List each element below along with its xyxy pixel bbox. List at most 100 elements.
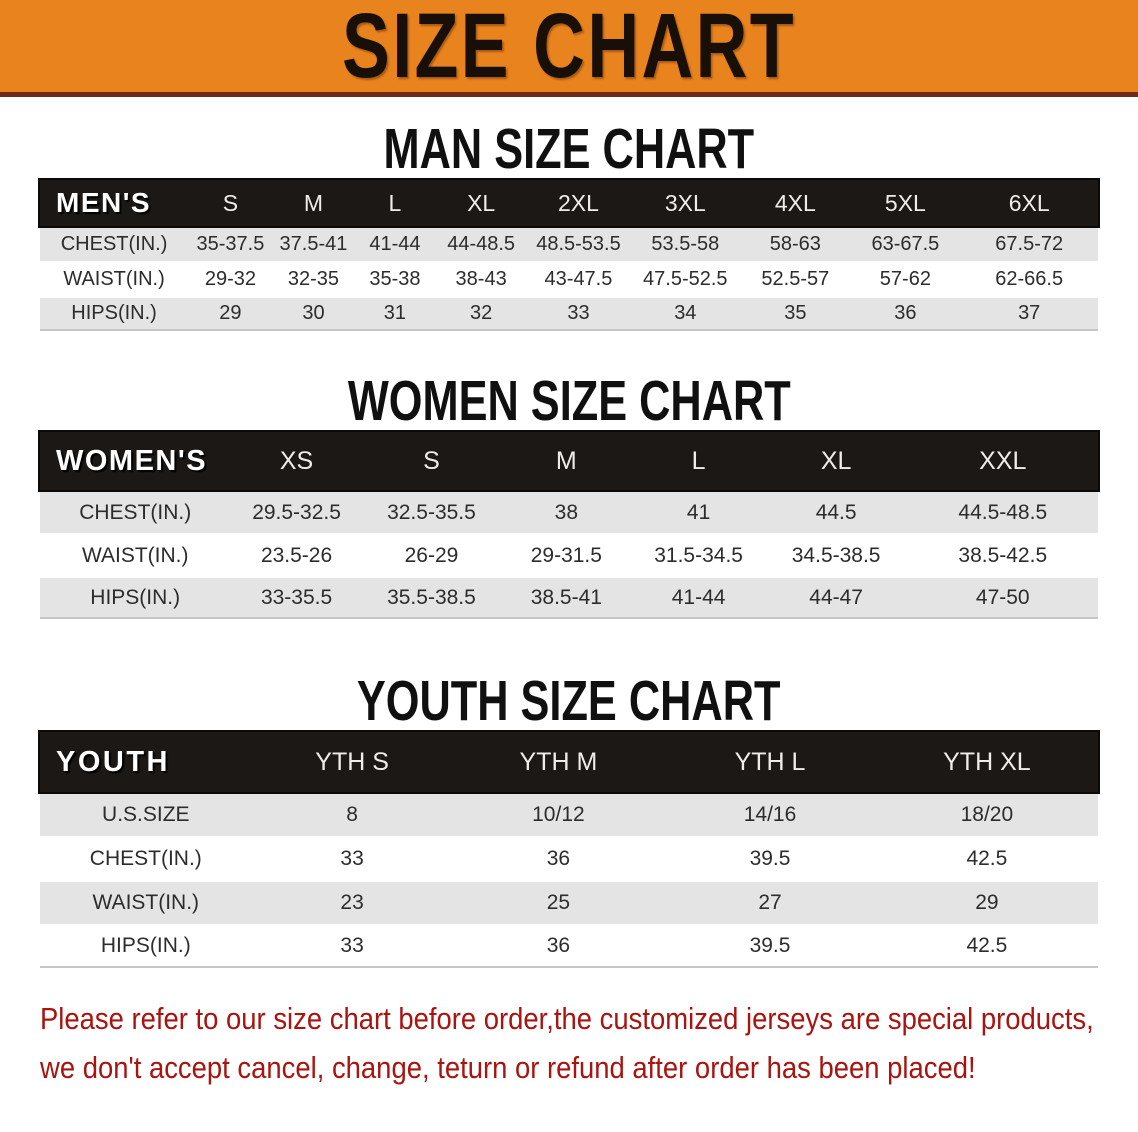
size-column-header: 5XL	[884, 189, 926, 216]
youth-section-title: YOUTH SIZE CHART	[0, 673, 1138, 730]
table-header-row: MEN'S S M L XL 2XL 3XL 4XL 5XL 6XL	[38, 178, 1100, 228]
size-column-header: M	[555, 446, 577, 475]
youth-section-title-text: YOUTH SIZE CHART	[357, 669, 781, 733]
size-value-cell: 26-29	[404, 543, 459, 567]
size-value-cell: 44.5	[815, 500, 857, 524]
womens-section-title-text: WOMEN SIZE CHART	[347, 369, 791, 433]
table-row: WAIST(IN.) 23 25 27 29	[40, 882, 1098, 924]
size-value-cell: 32	[435, 298, 527, 331]
size-column-header: L	[691, 446, 706, 475]
size-value-cell: 38-43	[455, 268, 507, 290]
size-value-cell: 58-63	[769, 233, 821, 255]
size-value-cell: 34.5-38.5	[791, 543, 881, 567]
size-value-cell: 38	[554, 500, 579, 524]
size-value-cell: 44.5-48.5	[958, 500, 1048, 524]
size-value-cell: 34	[630, 298, 741, 331]
size-column-header: S	[222, 189, 239, 216]
size-value-cell: 31	[354, 298, 436, 331]
measurement-label: U.S.SIZE	[102, 803, 190, 826]
size-column-header: 3XL	[664, 189, 706, 216]
size-value-cell: 38.5-41	[500, 578, 633, 619]
disclaimer-line-2: we don't accept cancel, change, teturn o…	[40, 1050, 976, 1085]
size-value-cell: 35	[740, 298, 851, 331]
size-value-cell: 41	[686, 500, 711, 524]
disclaimer-line-1: Please refer to our size chart before or…	[40, 1001, 1094, 1036]
size-column-header: 6XL	[1008, 189, 1050, 216]
size-value-cell: 33	[526, 298, 631, 331]
size-value-cell: 23	[340, 891, 364, 914]
size-chart-banner: SIZE CHART	[0, 0, 1138, 97]
size-value-cell: 29.5-32.5	[252, 500, 341, 524]
size-value-cell: 30	[272, 298, 355, 331]
size-value-cell: 32.5-35.5	[387, 500, 476, 524]
table-row: HIPS(IN.) 33-35.5 35.5-38.5 38.5-41 41-44 44-…	[40, 578, 1098, 619]
size-value-cell: 32-35	[287, 268, 340, 290]
size-value-cell: 8	[346, 803, 358, 826]
size-value-cell: 33-35.5	[230, 578, 363, 619]
size-value-cell: 47-50	[907, 578, 1098, 619]
table-row: U.S.SIZE 8 10/12 14/16 18/20	[40, 794, 1098, 836]
measurement-label: WAIST(IN.)	[63, 268, 165, 290]
table-row: CHEST(IN.) 33 36 39.5 42.5	[40, 838, 1098, 880]
measurement-label: CHEST(IN.)	[60, 233, 168, 255]
size-value-cell: 29	[975, 891, 999, 914]
disclaimer-text: Please refer to our size chart before or…	[40, 994, 1138, 1092]
size-value-cell: 31.5-34.5	[654, 543, 743, 567]
mens-size-table: MEN'S S M L XL 2XL 3XL 4XL 5XL 6XL CHEST(IN.) 35-37…	[38, 178, 1100, 333]
size-value-cell: 33	[340, 847, 364, 870]
size-value-cell: 67.5-72	[995, 233, 1064, 255]
size-value-cell: 33	[251, 926, 453, 968]
size-column-header: YTH S	[315, 747, 389, 776]
size-column-header: YTH L	[734, 747, 806, 776]
measurement-label: HIPS(IN.)	[40, 926, 252, 968]
size-value-cell: 53.5-58	[651, 233, 720, 255]
size-value-cell: 42.5	[875, 926, 1098, 968]
size-value-cell: 41-44	[369, 233, 421, 255]
size-value-cell: 10/12	[532, 803, 585, 826]
table-header-row: YOUTH YTH S YTH M YTH L YTH XL	[38, 730, 1100, 794]
youth-size-table: YOUTH YTH S YTH M YTH L YTH XL U.S.SIZE 8 10/12…	[38, 730, 1100, 970]
measurement-label: HIPS(IN.)	[40, 578, 231, 619]
size-value-cell: 18/20	[960, 803, 1014, 826]
size-value-cell: 48.5-53.5	[536, 233, 621, 255]
size-value-cell: 36	[546, 847, 571, 870]
table-row: HIPS(IN.) 33 36 39.5 42.5	[40, 926, 1098, 968]
table-group-label: YOUTH	[56, 745, 170, 778]
size-value-cell: 23.5-26	[260, 543, 333, 567]
size-column-header: YTH XL	[943, 747, 1031, 776]
size-value-cell: 41-44	[632, 578, 765, 619]
mens-section-title: MAN SIZE CHART	[0, 121, 1138, 178]
size-value-cell: 29	[188, 298, 273, 331]
table-header-row: WOMEN'S XS S M L XL XXL	[38, 430, 1100, 492]
size-value-cell: 29-32	[204, 268, 256, 290]
table-row: WAIST(IN.) 29-32 32-35 35-38 38-43 43-47.5 47.…	[40, 263, 1098, 296]
size-column-header: 2XL	[557, 189, 599, 216]
size-value-cell: 14/16	[743, 803, 797, 826]
measurement-label: CHEST(IN.)	[89, 847, 202, 870]
size-column-header: XXL	[979, 446, 1027, 475]
womens-section-title: WOMEN SIZE CHART	[0, 373, 1138, 430]
size-value-cell: 39.5	[749, 847, 791, 870]
mens-section-title-text: MAN SIZE CHART	[383, 117, 755, 181]
size-value-cell: 27	[758, 891, 782, 914]
size-column-header: XS	[279, 446, 314, 475]
size-value-cell: 35-37.5	[196, 233, 265, 255]
size-column-header: YTH M	[519, 747, 598, 776]
size-value-cell: 37.5-41	[279, 233, 348, 255]
size-value-cell: 25	[546, 891, 571, 914]
measurement-label: WAIST(IN.)	[81, 543, 189, 567]
size-value-cell: 36	[850, 298, 961, 331]
size-value-cell: 39.5	[664, 926, 876, 968]
size-value-cell: 44-48.5	[447, 233, 516, 255]
table-row: CHEST(IN.) 35-37.5 37.5-41 41-44 44-48.5 48.5…	[40, 228, 1098, 261]
size-value-cell: 63-67.5	[871, 233, 940, 255]
size-value-cell: 37	[960, 298, 1098, 331]
size-value-cell: 43-47.5	[544, 268, 613, 290]
size-value-cell: 36	[452, 926, 665, 968]
size-column-header: 4XL	[774, 189, 816, 216]
table-row: HIPS(IN.) 29 30 31 32 33 34 35 36 37	[40, 298, 1098, 331]
size-value-cell: 57-62	[879, 268, 931, 290]
size-column-header: XL	[820, 446, 852, 475]
size-column-header: XL	[467, 189, 496, 216]
size-column-header: S	[423, 446, 440, 475]
